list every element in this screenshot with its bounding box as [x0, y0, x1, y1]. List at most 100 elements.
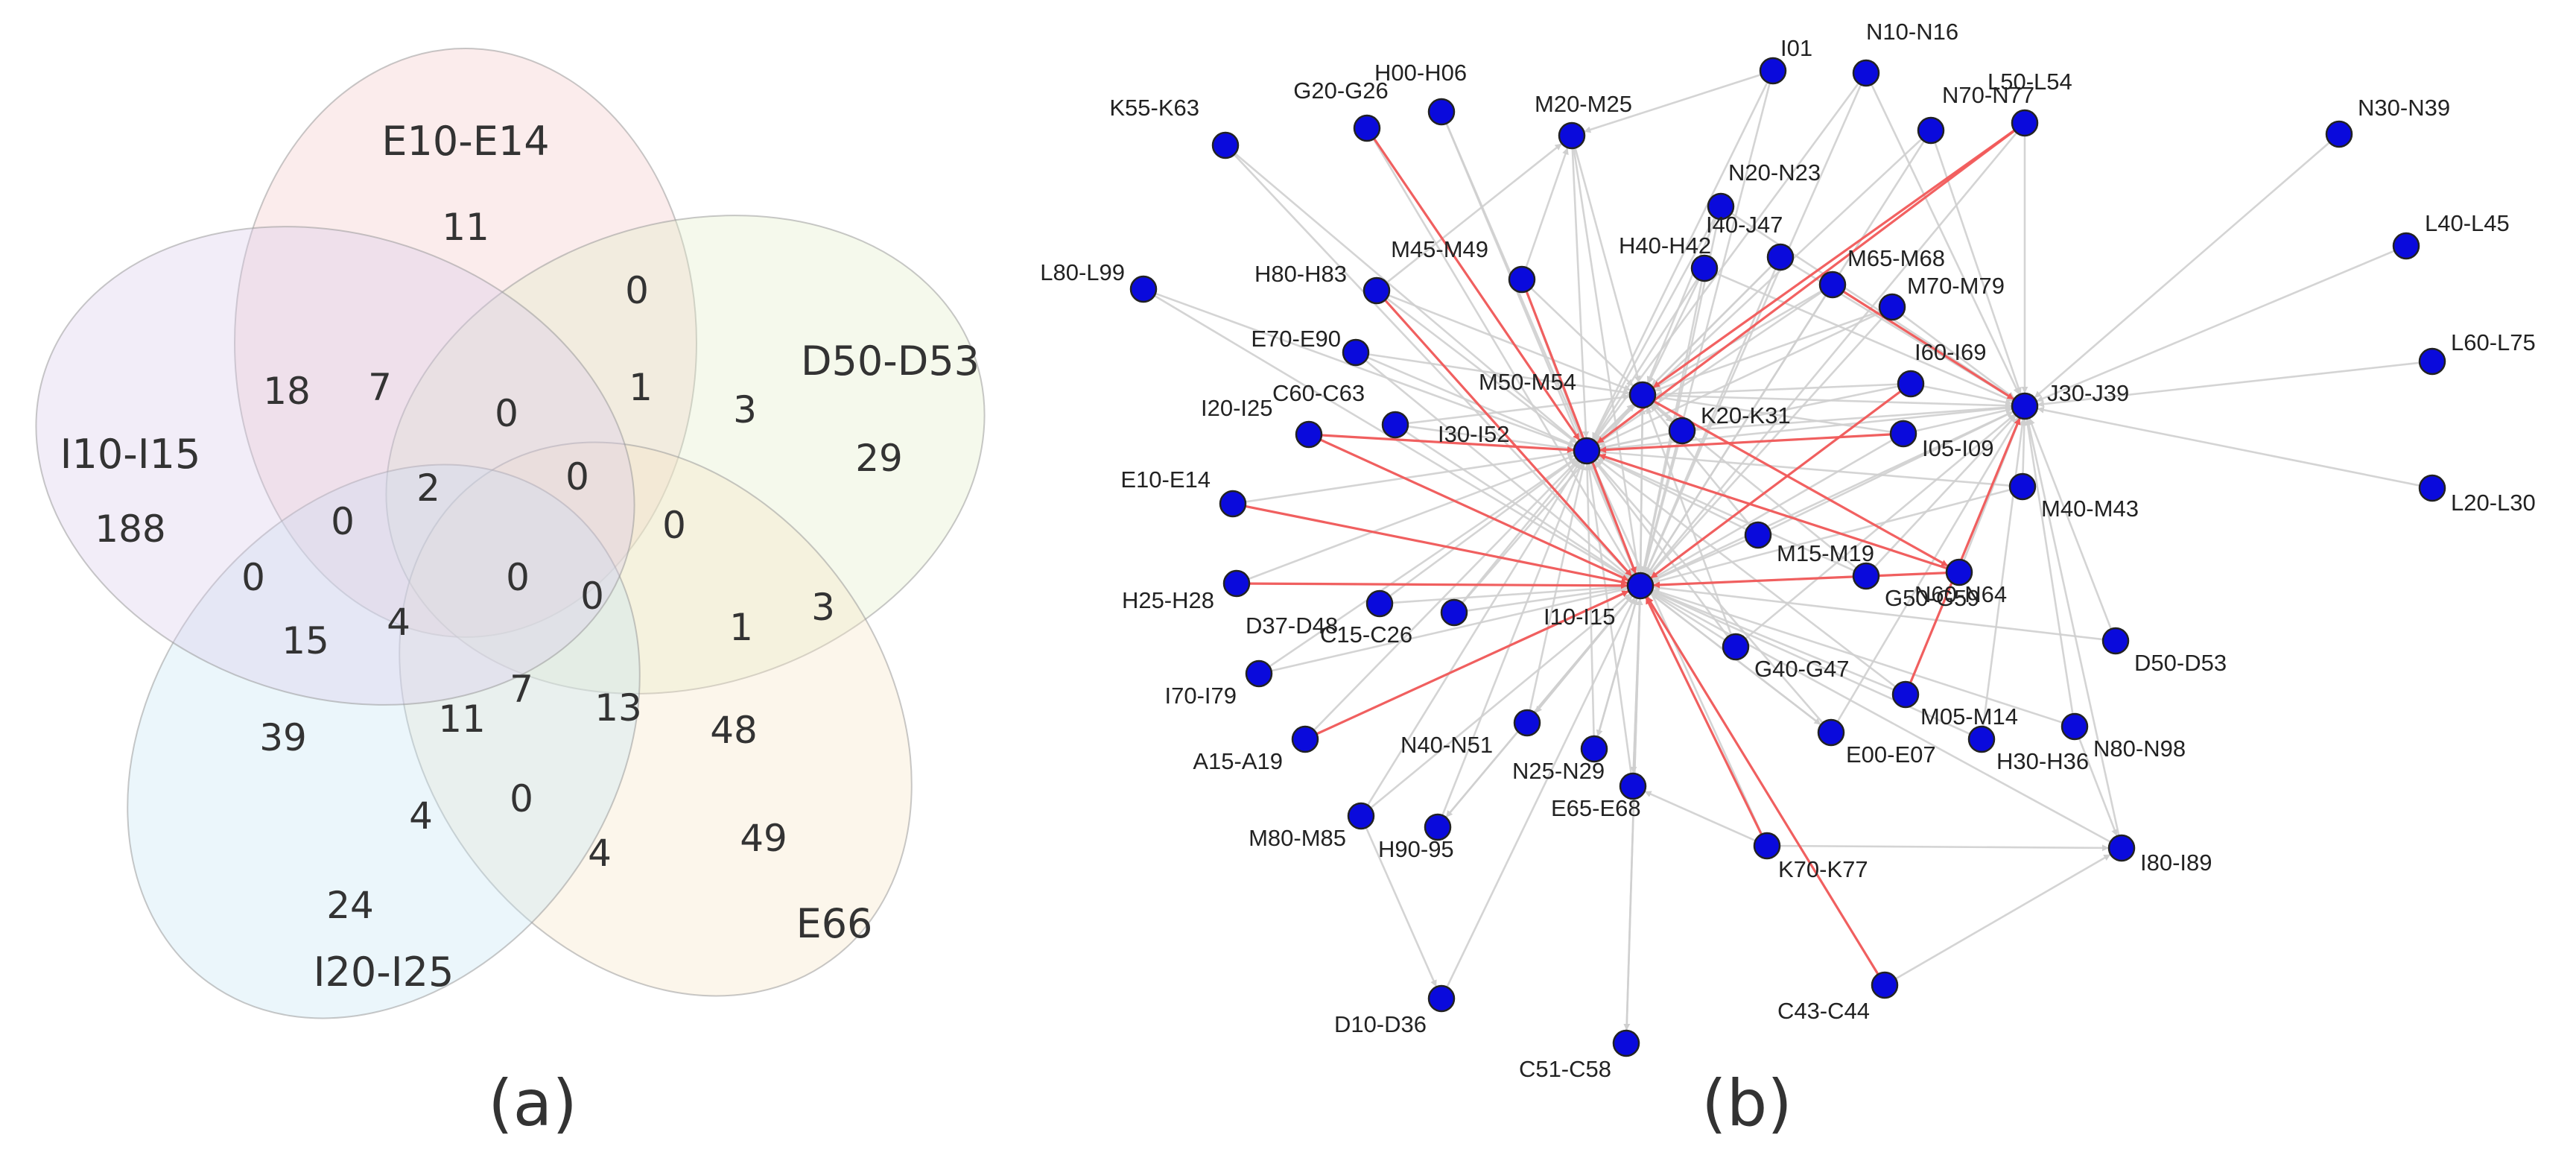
graph-node-label: G40-G47 [1754, 656, 1850, 682]
graph-node[interactable] [1619, 772, 1647, 800]
graph-node-label: M40-M43 [2041, 496, 2139, 522]
graph-node[interactable] [1508, 265, 1536, 294]
graph-node[interactable] [2107, 834, 2136, 862]
venn-region-count: 18 [263, 370, 311, 413]
graph-node[interactable] [1707, 192, 1735, 221]
graph-node[interactable] [1424, 813, 1452, 841]
graph-edge [1531, 288, 1634, 387]
graph-node-label: C60-C63 [1272, 380, 1365, 406]
graph-edge [1584, 74, 1761, 133]
venn-region-count: 0 [241, 556, 265, 599]
graph-node[interactable] [2325, 120, 2353, 148]
graph-node-label: N80-N98 [2093, 735, 2186, 762]
graph-node[interactable] [1381, 411, 1409, 439]
graph-node[interactable] [1722, 633, 1750, 661]
graph-node[interactable] [1766, 243, 1795, 271]
graph-edge [1649, 316, 1884, 577]
graph-node-label: L50-L54 [1987, 69, 2072, 95]
graph-node[interactable] [1427, 984, 1456, 1013]
graph-edge-highlighted [1645, 597, 1763, 835]
graph-node[interactable] [1852, 562, 1880, 590]
graph-node[interactable] [1668, 417, 1696, 445]
graph-node[interactable] [1513, 709, 1541, 737]
graph-node[interactable] [1759, 57, 1787, 85]
graph-edge [1769, 411, 2014, 531]
graph-node[interactable] [2392, 232, 2420, 260]
graph-node[interactable] [1580, 735, 1608, 763]
graph-edge [1923, 385, 2013, 406]
venn-set-label: D50-D53 [801, 338, 980, 385]
graph-node[interactable] [2011, 109, 2039, 137]
graph-edge-highlighted [1246, 504, 1628, 586]
graph-node-label: I40-J47 [1706, 212, 1783, 238]
graph-node[interactable] [1342, 338, 1370, 367]
graph-node[interactable] [1818, 271, 1847, 299]
graph-edge [1386, 143, 1562, 283]
graph-node[interactable] [1347, 802, 1375, 830]
venn-region-count: 11 [442, 206, 489, 249]
graph-edge [1596, 598, 1638, 737]
graph-edge [1571, 148, 1590, 438]
graph-node-label: K20-K31 [1701, 402, 1791, 428]
graph-node[interactable] [1219, 490, 1247, 518]
graph-node[interactable] [2011, 392, 2039, 420]
graph-node[interactable] [1945, 558, 1973, 586]
graph-node[interactable] [2101, 627, 2130, 655]
graph-node[interactable] [1295, 420, 1323, 449]
graph-node[interactable] [1690, 254, 1719, 282]
graph-node[interactable] [1222, 569, 1251, 598]
graph-node[interactable] [1917, 116, 1945, 145]
venn-region-count: 0 [662, 504, 686, 547]
graph-node[interactable] [1753, 832, 1781, 860]
graph-node[interactable] [1365, 589, 1394, 618]
graph-node[interactable] [1353, 114, 1381, 142]
graph-edge [1408, 393, 1631, 425]
venn-region-count: 0 [580, 575, 604, 618]
graph-node-label: A15-A19 [1193, 748, 1283, 774]
graph-edge [1934, 142, 2022, 394]
graph-edge [1639, 408, 1646, 573]
graph-node[interactable] [1440, 598, 1468, 627]
graph-node[interactable] [1889, 420, 1917, 448]
graph-node[interactable] [2418, 347, 2446, 376]
graph-node[interactable] [1628, 381, 1657, 409]
graph-node[interactable] [1817, 718, 1845, 747]
graph-node[interactable] [1291, 725, 1319, 753]
graph-node[interactable] [1967, 725, 1996, 753]
graph-node[interactable] [1211, 131, 1240, 159]
graph-edge [1272, 586, 1628, 672]
graph-edge [1246, 450, 1575, 503]
graph-node[interactable] [1245, 659, 1273, 688]
graph-node[interactable] [1612, 1029, 1640, 1057]
graph-edge [1652, 584, 2103, 641]
graph-edge [1651, 439, 1893, 580]
graph-node[interactable] [1626, 572, 1655, 600]
graph-edge [1467, 585, 1628, 612]
graph-edge [1645, 84, 1862, 575]
graph-edge [2036, 250, 2394, 402]
graph-node[interactable] [1878, 293, 1906, 321]
graph-node[interactable] [2008, 472, 2037, 501]
graph-node[interactable] [1897, 370, 1925, 398]
graph-node-label: M65-M68 [1847, 245, 1945, 271]
graph-node-label: H40-H42 [1619, 232, 1711, 259]
graph-node[interactable] [1362, 276, 1391, 305]
graph-node[interactable] [2418, 474, 2446, 502]
graph-node-label: D10-D36 [1334, 1011, 1427, 1037]
graph-node[interactable] [1573, 437, 1601, 465]
graph-node[interactable] [1891, 680, 1920, 709]
venn-region-count: 2 [416, 466, 440, 510]
graph-edge [1646, 218, 1717, 384]
graph-node[interactable] [1871, 971, 1899, 999]
graph-edge [1651, 265, 1772, 387]
graph-edge [1652, 489, 2010, 584]
graph-node[interactable] [2061, 712, 2089, 741]
graph-node[interactable] [1427, 98, 1456, 126]
graph-node[interactable] [1852, 59, 1880, 87]
graph-node[interactable] [1744, 521, 1772, 549]
graph-node[interactable] [1129, 275, 1158, 303]
graph-edge [1586, 463, 1632, 774]
graph-node[interactable] [1558, 121, 1586, 150]
